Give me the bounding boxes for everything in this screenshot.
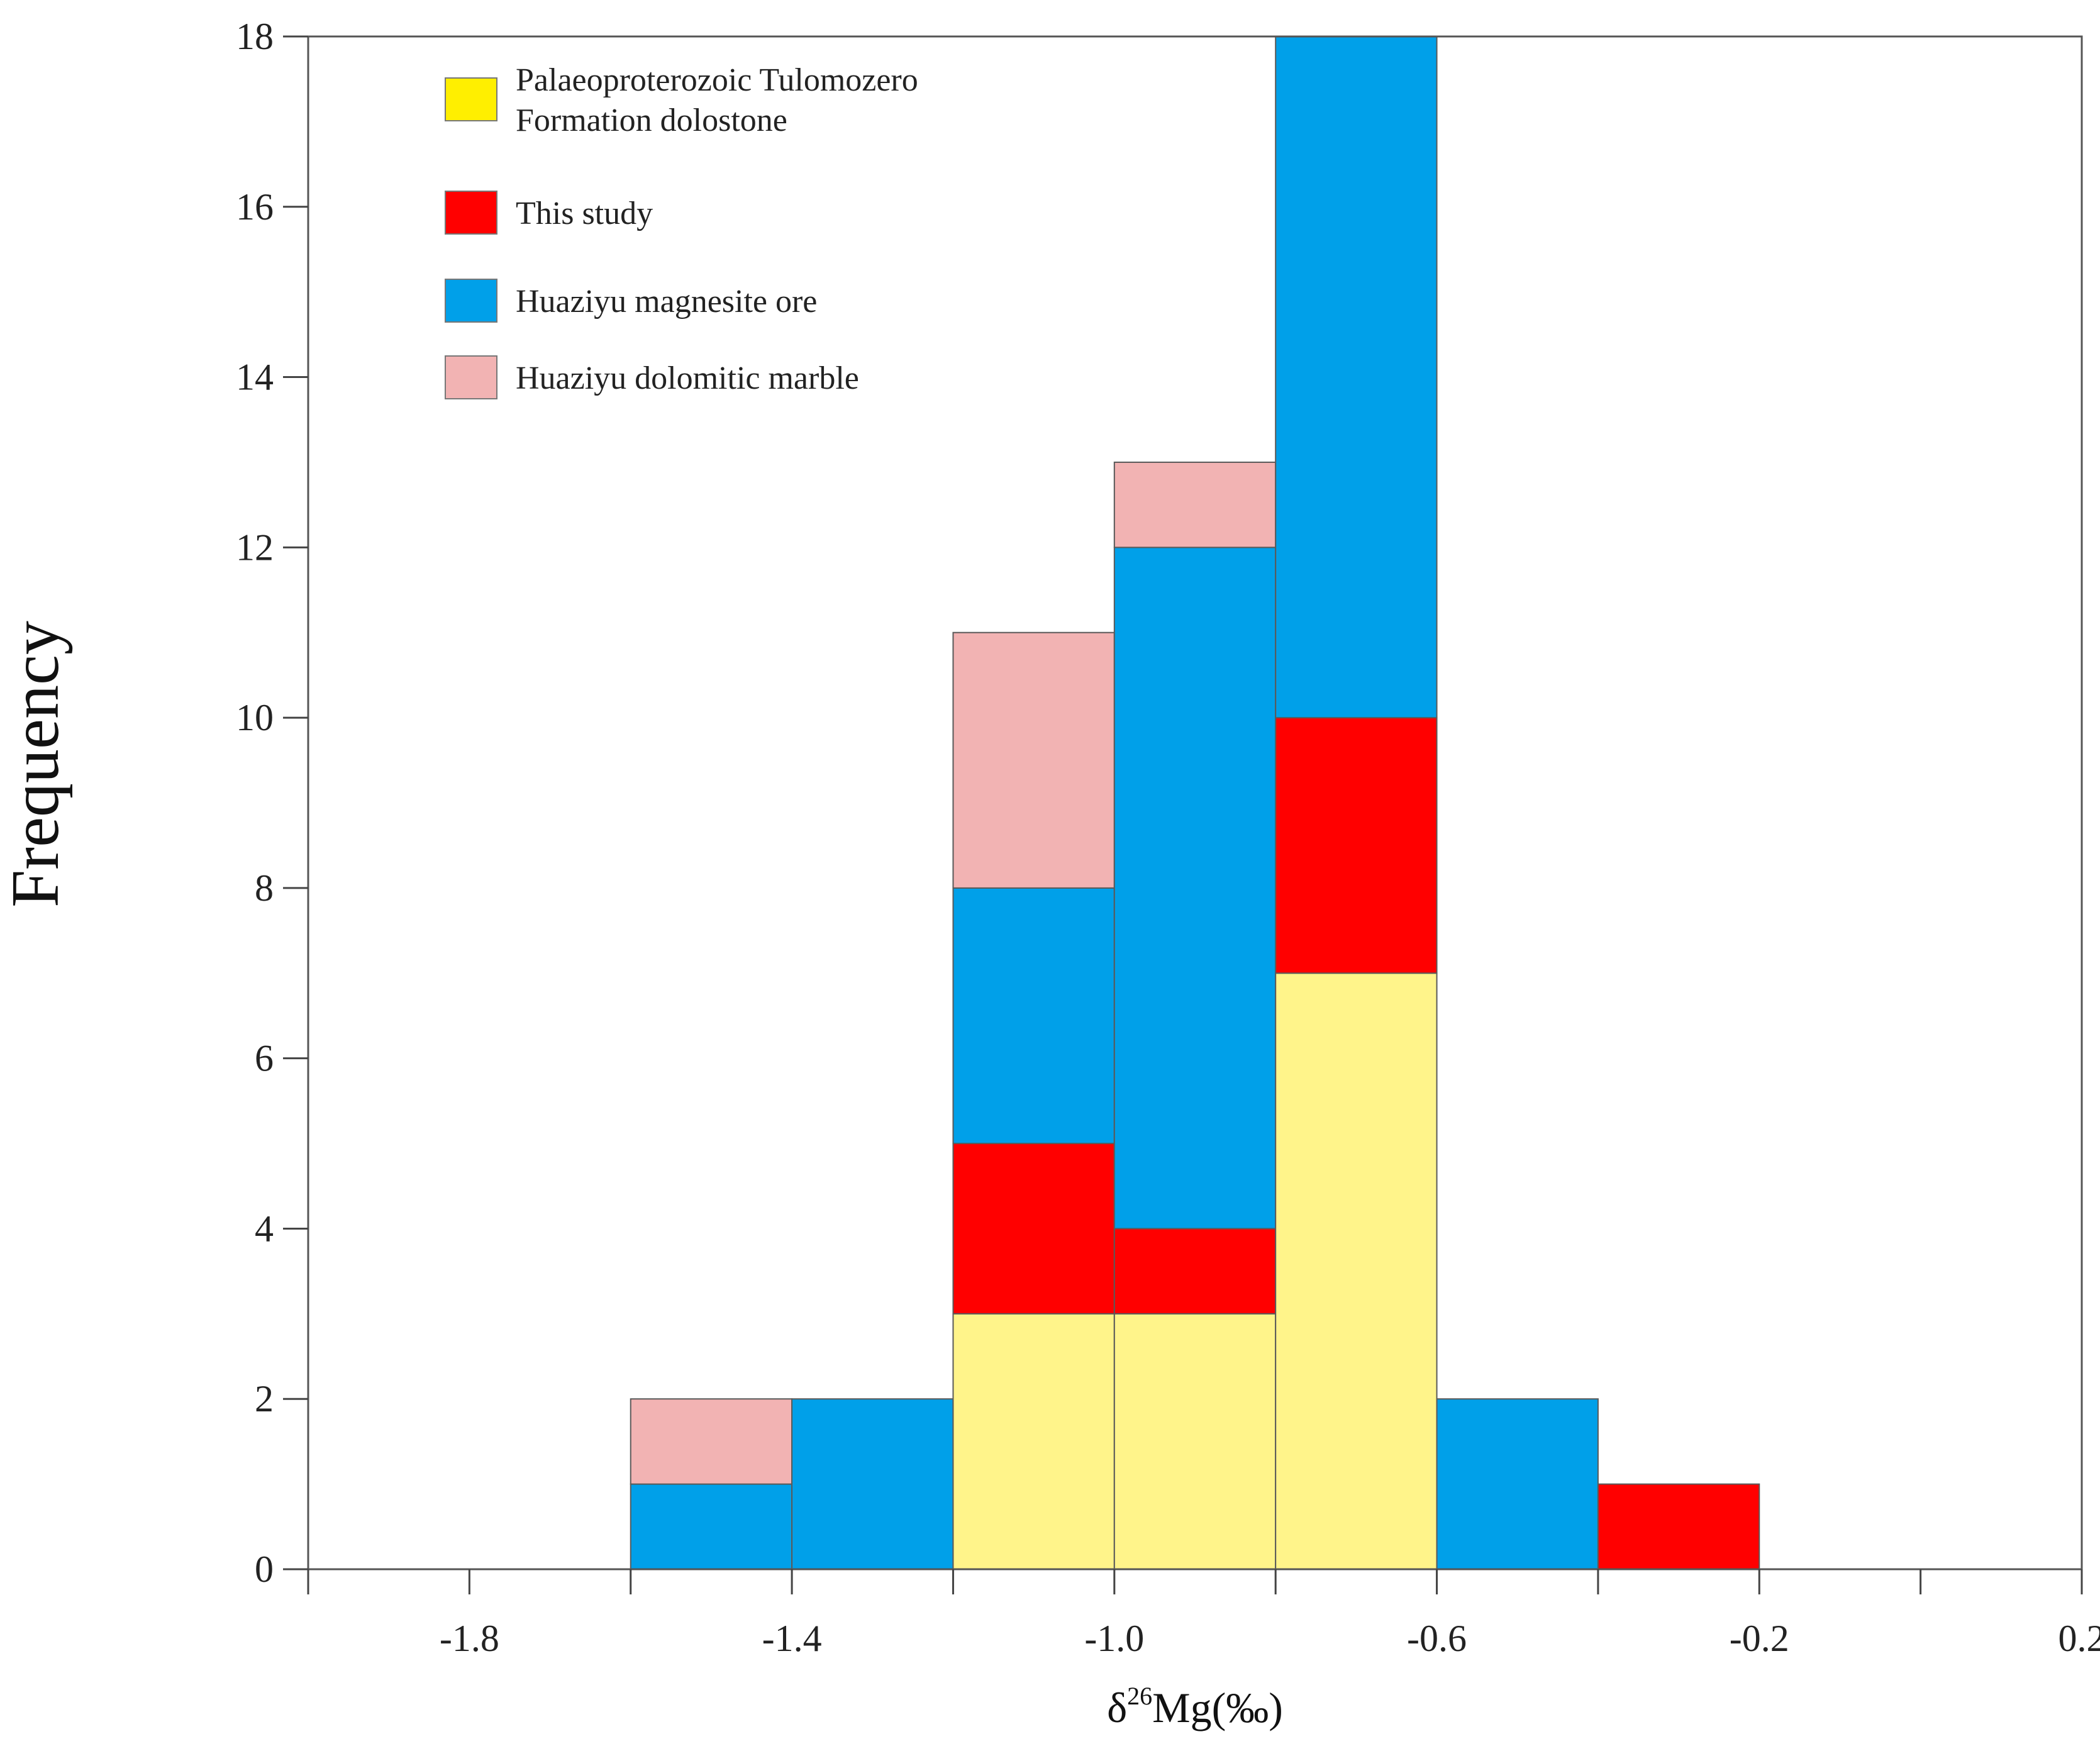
y-tick-label-7: 14: [236, 357, 274, 398]
legend-swatch-2: [445, 279, 497, 323]
bar-segment-s0-bin2: [952, 1313, 1115, 1570]
x-tick-label-4: -0.2: [1730, 1618, 1789, 1659]
bar-segment-s2-bin4: [1275, 36, 1438, 719]
y-tick-label-8: 16: [236, 186, 274, 228]
y-tick-label-4: 8: [255, 867, 274, 909]
x-tick-label-0: -1.8: [440, 1618, 499, 1659]
x-axis-title-superscript: 26: [1127, 1682, 1152, 1710]
x-axis-title-prefix: δ: [1107, 1684, 1127, 1732]
bar-segment-s2-bin5: [1436, 1398, 1599, 1570]
legend-label-3-0: Huaziyu dolomitic marble: [516, 360, 859, 396]
legend-swatch-0: [445, 77, 497, 121]
y-axis-title: Frequency: [0, 621, 73, 908]
y-tick-label-2: 4: [255, 1208, 274, 1249]
legend-label-0-1: Formation dolostone: [516, 103, 787, 138]
x-tick-label-5: 0.2: [2058, 1618, 2100, 1659]
bar-segment-s1-bin2: [952, 1143, 1115, 1315]
x-tick-label-1: -1.4: [762, 1618, 822, 1659]
bar-segment-s1-bin4: [1275, 717, 1438, 974]
x-tick-label-3: -0.6: [1407, 1618, 1467, 1659]
y-tick-label-3: 6: [255, 1038, 274, 1079]
legend-swatch-1: [445, 191, 497, 235]
x-axis: -1.8 -1.4 -1.0 -0.6 -0.2 0.2: [307, 1569, 2100, 1659]
x-axis-title-suffix: Mg(‰): [1152, 1684, 1283, 1732]
bar-segment-s3-bin0: [630, 1398, 793, 1485]
y-tick-label-1: 2: [255, 1378, 274, 1420]
bar-segment-s2-bin1: [791, 1398, 954, 1570]
legend: Palaeoproterozoic Tulomozero Formation do…: [445, 62, 918, 399]
y-tick-label-0: 0: [255, 1548, 274, 1590]
bar-segment-s2-bin0: [630, 1483, 793, 1570]
y-tick-label-6: 12: [236, 526, 274, 568]
x-tick-label-2: -1.0: [1084, 1618, 1144, 1659]
bar-segment-s2-bin2: [952, 887, 1115, 1145]
bar-segment-s0-bin3: [1113, 1313, 1277, 1570]
x-axis-title: δ26Mg(‰): [1107, 1682, 1283, 1732]
legend-label-2-0: Huaziyu magnesite ore: [516, 284, 817, 320]
bar-segment-s1-bin6: [1597, 1483, 1760, 1570]
bar-segment-s1-bin3: [1113, 1228, 1277, 1315]
bar-segment-s2-bin3: [1113, 547, 1277, 1230]
bar-segment-s3-bin2: [952, 631, 1115, 889]
y-tick-label-5: 10: [236, 697, 274, 738]
bars-layer: [630, 36, 1760, 1570]
plot-frame: [307, 35, 2083, 1570]
bar-segment-s0-bin4: [1275, 972, 1438, 1570]
bar-segment-s3-bin3: [1113, 461, 1277, 548]
legend-swatch-3: [445, 355, 497, 399]
legend-label-1-0: This study: [516, 196, 653, 231]
y-tick-label-9: 18: [236, 16, 274, 57]
y-axis: 0 2 4 6 8 10 12 14 16 18: [236, 16, 308, 1590]
legend-label-0-0: Palaeoproterozoic Tulomozero: [516, 62, 918, 98]
